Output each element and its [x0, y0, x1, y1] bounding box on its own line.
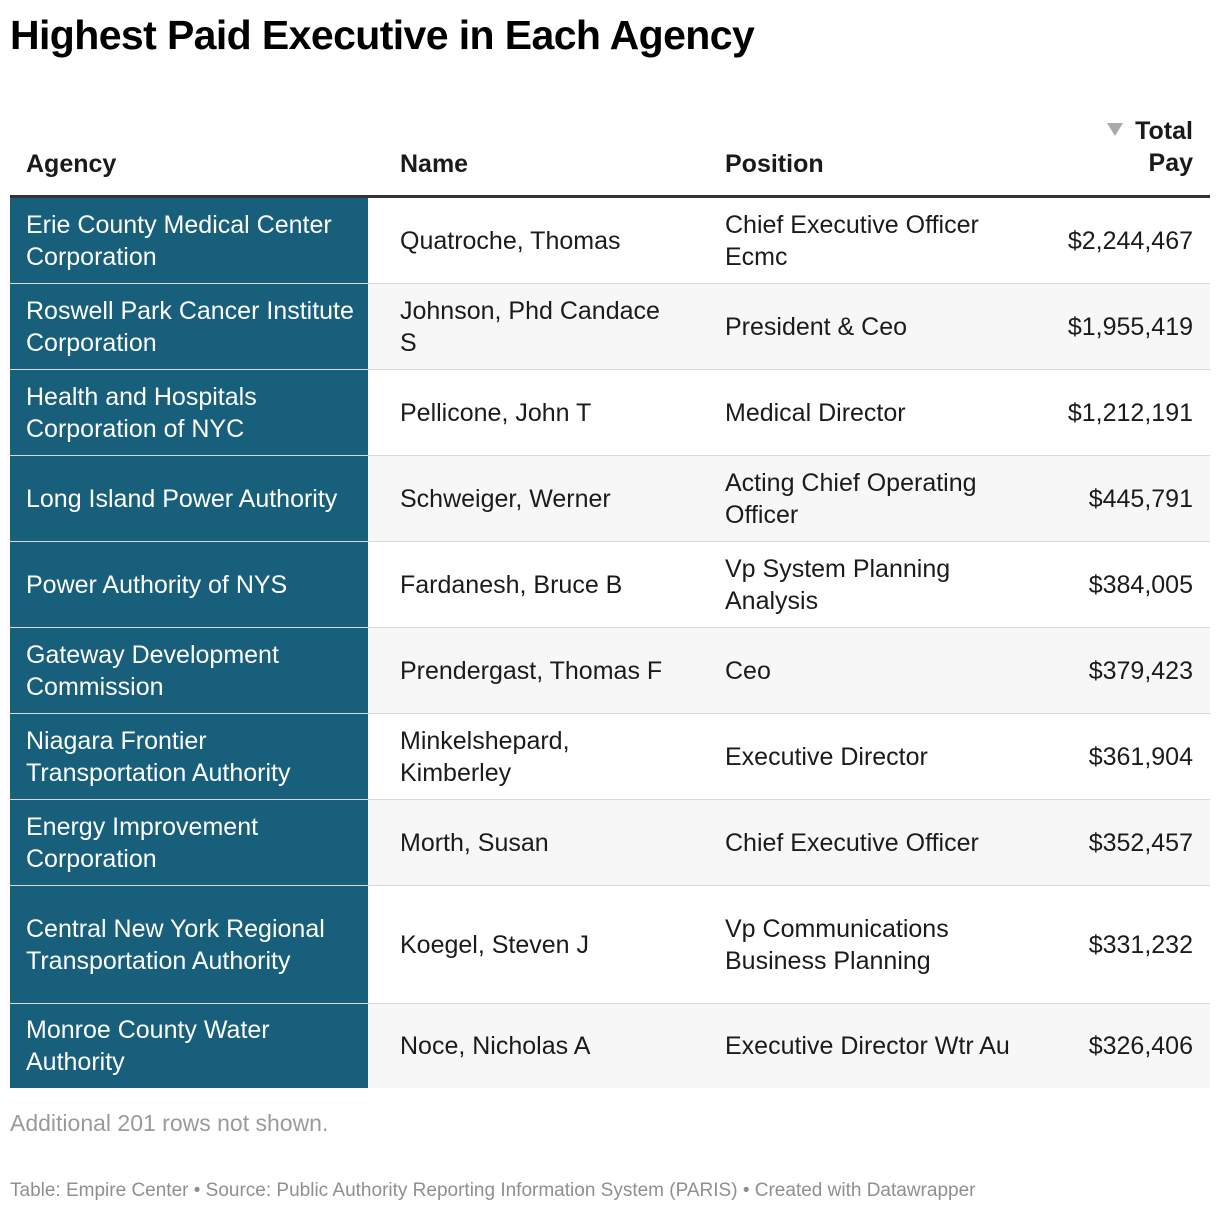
cell-agency: Roswell Park Cancer Institute Corporatio… [10, 284, 368, 369]
data-table: Agency Name Position Total Pay Erie Coun… [10, 108, 1210, 1088]
cell-name: Schweiger, Werner [400, 484, 611, 513]
chart-title: Highest Paid Executive in Each Agency [10, 12, 755, 58]
sort-descending-icon [1107, 123, 1124, 136]
table-header: Agency Name Position Total Pay [10, 108, 1210, 198]
cell-total-pay: $326,406 [1088, 1032, 1193, 1060]
cell-agency: Health and Hospitals Corporation of NYC [10, 370, 368, 455]
table-row: Energy Improvement Corporation Morth, Su… [10, 800, 1210, 886]
cell-total-pay: $2,244,467 [1067, 226, 1193, 255]
cell-name: Koegel, Steven J [400, 930, 590, 959]
cell-total-pay: $445,791 [1088, 484, 1193, 513]
cell-agency: Energy Improvement Corporation [10, 800, 368, 885]
table-row: Monroe County Water Authority Noce, Nich… [10, 1004, 1210, 1088]
cell-total-pay: $352,457 [1088, 828, 1193, 857]
table-row: Health and Hospitals Corporation of NYC … [10, 370, 1210, 456]
column-header-agency[interactable]: Agency [26, 150, 117, 178]
cell-agency: Central New York Regional Transportation… [10, 886, 368, 1003]
rows-hidden-note: Additional 201 rows not shown. [10, 1110, 329, 1136]
cell-name: Johnson, Phd Candace S [400, 296, 660, 357]
cell-total-pay: $331,232 [1088, 930, 1193, 959]
cell-agency: Erie County Medical Center Corporation [10, 198, 368, 283]
table-row: Central New York Regional Transportation… [10, 886, 1210, 1004]
column-header-position[interactable]: Position [725, 150, 824, 178]
total-pay-label-2: Pay [1148, 149, 1193, 177]
column-header-total-pay[interactable]: Total Pay [1020, 115, 1210, 195]
cell-name: Fardanesh, Bruce B [400, 570, 623, 599]
cell-name: Prendergast, Thomas F [400, 656, 663, 685]
cell-name: Minkelshepard, Kimberley [400, 726, 570, 787]
cell-name: Morth, Susan [400, 828, 549, 857]
table-row: Niagara Frontier Transportation Authorit… [10, 714, 1210, 800]
cell-position: President & Ceo [725, 312, 908, 341]
cell-position: Chief Executive Officer [725, 828, 979, 857]
cell-name: Noce, Nicholas A [400, 1032, 591, 1060]
cell-position: Executive Director Wtr Au [725, 1032, 1010, 1060]
cell-position: Vp System Planning Analysis [725, 554, 951, 615]
table-row: Roswell Park Cancer Institute Corporatio… [10, 284, 1210, 370]
cell-total-pay: $361,904 [1088, 742, 1193, 771]
cell-total-pay: $379,423 [1088, 656, 1193, 685]
cell-name: Quatroche, Thomas [400, 226, 621, 255]
cell-agency: Niagara Frontier Transportation Authorit… [10, 714, 368, 799]
table-row: Erie County Medical Center Corporation Q… [10, 198, 1210, 284]
cell-position: Medical Director [725, 398, 906, 427]
cell-agency: Monroe County Water Authority [10, 1004, 368, 1088]
cell-agency: Gateway Development Commission [10, 628, 368, 713]
source-footer: Table: Empire Center • Source: Public Au… [10, 1180, 976, 1201]
cell-agency: Power Authority of NYS [10, 542, 368, 627]
cell-total-pay: $384,005 [1088, 570, 1193, 599]
cell-position: Chief Executive Officer Ecmc [725, 210, 979, 271]
cell-total-pay: $1,212,191 [1067, 398, 1193, 427]
cell-position: Vp Communications Business Planning [725, 914, 949, 975]
cell-position: Executive Director [725, 742, 928, 771]
table-row: Power Authority of NYS Fardanesh, Bruce … [10, 542, 1210, 628]
cell-total-pay: $1,955,419 [1067, 312, 1193, 341]
total-pay-label-1: Total [1135, 117, 1193, 145]
cell-agency: Long Island Power Authority [10, 456, 368, 541]
table-row: Long Island Power Authority Schweiger, W… [10, 456, 1210, 542]
cell-position: Ceo [725, 656, 771, 685]
cell-name: Pellicone, John T [400, 398, 592, 427]
table-row: Gateway Development Commission Prenderga… [10, 628, 1210, 714]
column-header-name[interactable]: Name [400, 150, 469, 178]
cell-position: Acting Chief Operating Officer [725, 468, 977, 529]
